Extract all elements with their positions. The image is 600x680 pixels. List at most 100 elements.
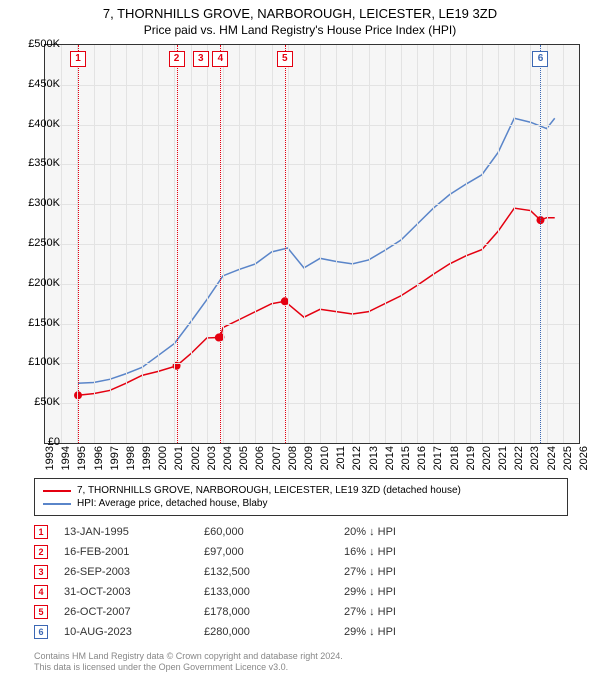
x-axis-label: 2023 xyxy=(529,446,541,486)
y-axis-label: £450K xyxy=(16,78,60,90)
sale-price: £60,000 xyxy=(204,526,344,538)
sale-marker-line xyxy=(78,45,79,443)
sale-diff: 29% ↓ HPI xyxy=(344,586,524,598)
sale-index-marker: 2 xyxy=(34,545,48,559)
sale-diff: 29% ↓ HPI xyxy=(344,626,524,638)
x-axis-label: 2026 xyxy=(578,446,590,486)
x-axis-label: 2012 xyxy=(351,446,363,486)
y-axis-label: £250K xyxy=(16,237,60,249)
legend-swatch xyxy=(43,503,71,505)
x-axis-label: 2002 xyxy=(190,446,202,486)
sale-price: £280,000 xyxy=(204,626,344,638)
x-axis-label: 2021 xyxy=(497,446,509,486)
x-axis-label: 2020 xyxy=(481,446,493,486)
page-title: 7, THORNHILLS GROVE, NARBOROUGH, LEICEST… xyxy=(0,0,600,23)
sale-marker: 6 xyxy=(532,51,548,67)
legend-swatch xyxy=(43,490,71,492)
sale-price: £132,500 xyxy=(204,566,344,578)
x-axis-label: 2014 xyxy=(384,446,396,486)
x-axis-label: 2011 xyxy=(335,446,347,486)
x-axis-label: 1993 xyxy=(44,446,56,486)
y-axis-label: £300K xyxy=(16,197,60,209)
sale-index-marker: 4 xyxy=(34,585,48,599)
table-row: 3 26-SEP-2003£132,50027% ↓ HPI xyxy=(34,562,568,582)
sale-diff: 20% ↓ HPI xyxy=(344,526,524,538)
y-axis-label: £400K xyxy=(16,118,60,130)
x-axis-label: 2009 xyxy=(303,446,315,486)
sale-marker: 1 xyxy=(70,51,86,67)
y-axis-label: £150K xyxy=(16,317,60,329)
sale-diff: 27% ↓ HPI xyxy=(344,606,524,618)
x-axis-label: 2007 xyxy=(271,446,283,486)
table-row: 1 13-JAN-1995£60,00020% ↓ HPI xyxy=(34,522,568,542)
legend-label: 7, THORNHILLS GROVE, NARBOROUGH, LEICEST… xyxy=(77,485,461,496)
legend-row: HPI: Average price, detached house, Blab… xyxy=(43,498,559,509)
y-axis-label: £200K xyxy=(16,277,60,289)
sale-date: 16-FEB-2001 xyxy=(64,546,204,558)
sale-price: £97,000 xyxy=(204,546,344,558)
sale-date: 26-SEP-2003 xyxy=(64,566,204,578)
y-axis-label: £50K xyxy=(16,396,60,408)
x-axis-label: 1998 xyxy=(125,446,137,486)
sale-date: 31-OCT-2003 xyxy=(64,586,204,598)
sale-diff: 27% ↓ HPI xyxy=(344,566,524,578)
x-axis-label: 2001 xyxy=(173,446,185,486)
sale-marker: 3 xyxy=(193,51,209,67)
sale-date: 26-OCT-2007 xyxy=(64,606,204,618)
x-axis-label: 2010 xyxy=(319,446,331,486)
x-axis-label: 1999 xyxy=(141,446,153,486)
sale-index-marker: 3 xyxy=(34,565,48,579)
x-axis-label: 2015 xyxy=(400,446,412,486)
x-axis-label: 2025 xyxy=(562,446,574,486)
x-axis-label: 2019 xyxy=(465,446,477,486)
footnote-line: This data is licensed under the Open Gov… xyxy=(34,662,343,674)
sale-marker: 2 xyxy=(169,51,185,67)
sale-marker-line xyxy=(285,45,286,443)
sale-price: £133,000 xyxy=(204,586,344,598)
series-line xyxy=(77,118,554,383)
sale-index-marker: 5 xyxy=(34,605,48,619)
sale-marker-line xyxy=(220,45,221,443)
x-axis-label: 1994 xyxy=(60,446,72,486)
sale-diff: 16% ↓ HPI xyxy=(344,546,524,558)
table-row: 4 31-OCT-2003£133,00029% ↓ HPI xyxy=(34,582,568,602)
x-axis-label: 2000 xyxy=(157,446,169,486)
x-axis-label: 1995 xyxy=(76,446,88,486)
x-axis-label: 2003 xyxy=(206,446,218,486)
sale-date: 10-AUG-2023 xyxy=(64,626,204,638)
chart: 1 234 5 6 xyxy=(44,44,580,444)
table-row: 5 26-OCT-2007£178,00027% ↓ HPI xyxy=(34,602,568,622)
x-axis-label: 2016 xyxy=(416,446,428,486)
x-axis-label: 2017 xyxy=(432,446,444,486)
x-axis-label: 2022 xyxy=(513,446,525,486)
x-axis-label: 1997 xyxy=(109,446,121,486)
sale-marker-line xyxy=(540,45,541,443)
sale-date: 13-JAN-1995 xyxy=(64,526,204,538)
y-axis-label: £100K xyxy=(16,356,60,368)
footnote-line: Contains HM Land Registry data © Crown c… xyxy=(34,651,343,663)
page-subtitle: Price paid vs. HM Land Registry's House … xyxy=(0,23,600,37)
table-row: 2 16-FEB-2001£97,00016% ↓ HPI xyxy=(34,542,568,562)
x-axis-label: 2006 xyxy=(254,446,266,486)
series-line xyxy=(78,208,555,395)
x-axis-label: 1996 xyxy=(93,446,105,486)
legend-row: 7, THORNHILLS GROVE, NARBOROUGH, LEICEST… xyxy=(43,485,559,496)
x-axis-label: 2018 xyxy=(449,446,461,486)
x-axis-label: 2008 xyxy=(287,446,299,486)
footnote: Contains HM Land Registry data © Crown c… xyxy=(34,651,343,674)
x-axis-label: 2004 xyxy=(222,446,234,486)
sale-marker: 4 xyxy=(212,51,228,67)
legend-label: HPI: Average price, detached house, Blab… xyxy=(77,498,268,509)
x-axis-label: 2013 xyxy=(368,446,380,486)
sale-price: £178,000 xyxy=(204,606,344,618)
sale-marker-line xyxy=(177,45,178,443)
y-axis-label: £500K xyxy=(16,38,60,50)
x-axis-label: 2005 xyxy=(238,446,250,486)
table-row: 6 10-AUG-2023£280,00029% ↓ HPI xyxy=(34,622,568,642)
y-axis-label: £350K xyxy=(16,157,60,169)
sale-marker: 5 xyxy=(277,51,293,67)
sale-index-marker: 1 xyxy=(34,525,48,539)
sale-index-marker: 6 xyxy=(34,625,48,639)
x-axis-label: 2024 xyxy=(546,446,558,486)
sales-table: 1 13-JAN-1995£60,00020% ↓ HPI 2 16-FEB-2001… xyxy=(34,522,568,642)
